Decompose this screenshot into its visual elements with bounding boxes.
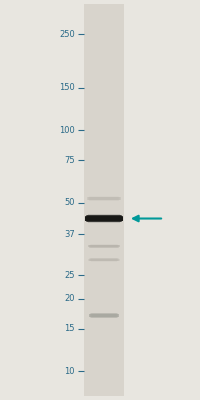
Text: 20: 20 — [64, 294, 75, 303]
FancyBboxPatch shape — [88, 245, 120, 247]
FancyBboxPatch shape — [91, 313, 117, 318]
Text: 150: 150 — [59, 83, 75, 92]
FancyBboxPatch shape — [90, 314, 118, 318]
FancyBboxPatch shape — [92, 313, 116, 318]
Text: 10: 10 — [64, 366, 75, 376]
FancyBboxPatch shape — [90, 314, 118, 318]
FancyBboxPatch shape — [89, 197, 119, 201]
FancyBboxPatch shape — [90, 244, 118, 248]
FancyBboxPatch shape — [84, 4, 124, 396]
FancyBboxPatch shape — [89, 314, 119, 317]
FancyBboxPatch shape — [90, 258, 118, 261]
FancyBboxPatch shape — [88, 214, 120, 222]
FancyBboxPatch shape — [89, 258, 119, 261]
Text: 250: 250 — [59, 30, 75, 39]
Text: 25: 25 — [64, 271, 75, 280]
FancyBboxPatch shape — [90, 258, 118, 261]
FancyBboxPatch shape — [88, 245, 120, 247]
FancyBboxPatch shape — [88, 259, 120, 261]
FancyBboxPatch shape — [87, 198, 121, 200]
FancyBboxPatch shape — [87, 197, 121, 200]
FancyBboxPatch shape — [86, 216, 122, 222]
FancyBboxPatch shape — [89, 245, 119, 248]
FancyBboxPatch shape — [88, 197, 120, 200]
Text: 100: 100 — [59, 126, 75, 135]
FancyBboxPatch shape — [90, 244, 118, 248]
FancyBboxPatch shape — [91, 313, 117, 318]
FancyBboxPatch shape — [85, 216, 123, 221]
FancyBboxPatch shape — [88, 197, 120, 200]
FancyBboxPatch shape — [86, 216, 122, 221]
FancyBboxPatch shape — [89, 258, 119, 261]
Text: 37: 37 — [64, 230, 75, 239]
FancyBboxPatch shape — [89, 314, 119, 317]
FancyBboxPatch shape — [87, 215, 121, 222]
Text: 15: 15 — [64, 324, 75, 333]
FancyBboxPatch shape — [89, 196, 119, 201]
FancyBboxPatch shape — [91, 258, 117, 262]
FancyBboxPatch shape — [85, 216, 123, 220]
Text: 75: 75 — [64, 156, 75, 165]
FancyBboxPatch shape — [87, 215, 121, 222]
Text: 50: 50 — [64, 198, 75, 207]
FancyBboxPatch shape — [89, 245, 119, 248]
